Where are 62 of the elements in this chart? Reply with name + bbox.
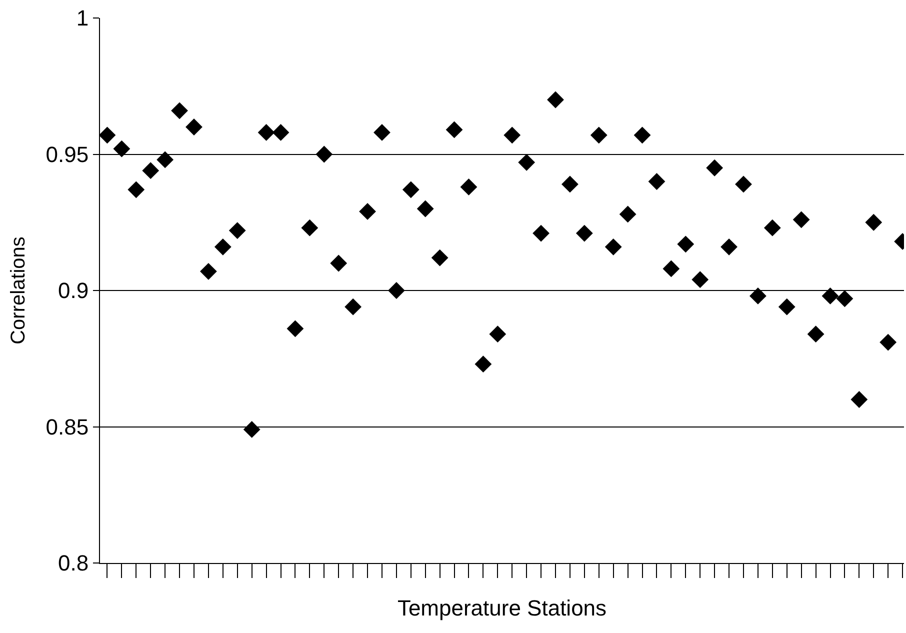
point xyxy=(677,236,694,253)
point xyxy=(402,181,420,198)
point xyxy=(562,176,578,193)
point xyxy=(634,126,651,144)
point xyxy=(865,214,882,231)
point xyxy=(156,151,174,168)
point xyxy=(113,140,130,158)
point xyxy=(359,203,376,220)
point xyxy=(286,320,304,338)
point xyxy=(142,162,160,180)
point xyxy=(880,334,897,351)
point xyxy=(474,356,492,373)
point xyxy=(128,181,145,198)
point xyxy=(100,126,116,144)
point xyxy=(662,260,680,278)
point xyxy=(836,290,854,308)
point xyxy=(518,154,536,171)
y-axis-title: Correlations xyxy=(7,236,30,344)
point xyxy=(590,126,608,144)
y-tick-label: 0.8 xyxy=(58,550,89,576)
point xyxy=(214,238,232,256)
point xyxy=(720,238,738,256)
point xyxy=(243,421,260,438)
point xyxy=(648,173,666,190)
point xyxy=(228,222,246,239)
point xyxy=(186,118,202,136)
point xyxy=(416,200,434,218)
point xyxy=(388,282,405,299)
point xyxy=(576,224,593,242)
point xyxy=(344,298,362,316)
point xyxy=(431,249,448,266)
y-tick-label: 1 xyxy=(76,6,89,31)
point xyxy=(532,224,550,242)
point xyxy=(200,262,217,280)
point xyxy=(807,326,824,343)
point xyxy=(171,102,188,120)
point xyxy=(489,326,506,343)
point xyxy=(446,121,463,138)
point xyxy=(272,124,290,141)
point xyxy=(850,391,868,408)
point xyxy=(619,206,636,223)
point xyxy=(301,219,318,236)
y-tick-label: 0.95 xyxy=(46,142,89,167)
point xyxy=(547,91,564,108)
point xyxy=(792,211,810,228)
point xyxy=(778,298,796,316)
point xyxy=(330,254,348,272)
point xyxy=(460,178,478,196)
point xyxy=(604,238,622,256)
y-tick-label: 0.85 xyxy=(46,414,89,440)
point xyxy=(750,288,766,304)
point xyxy=(764,219,781,236)
point xyxy=(374,124,390,141)
point xyxy=(692,271,709,288)
point xyxy=(258,124,275,141)
point xyxy=(735,176,752,193)
point xyxy=(316,146,333,163)
y-tick-label: 0.9 xyxy=(58,278,89,304)
x-axis-title: Temperature Stations xyxy=(397,595,607,620)
point xyxy=(822,288,839,304)
point xyxy=(504,126,521,144)
point xyxy=(706,159,724,176)
